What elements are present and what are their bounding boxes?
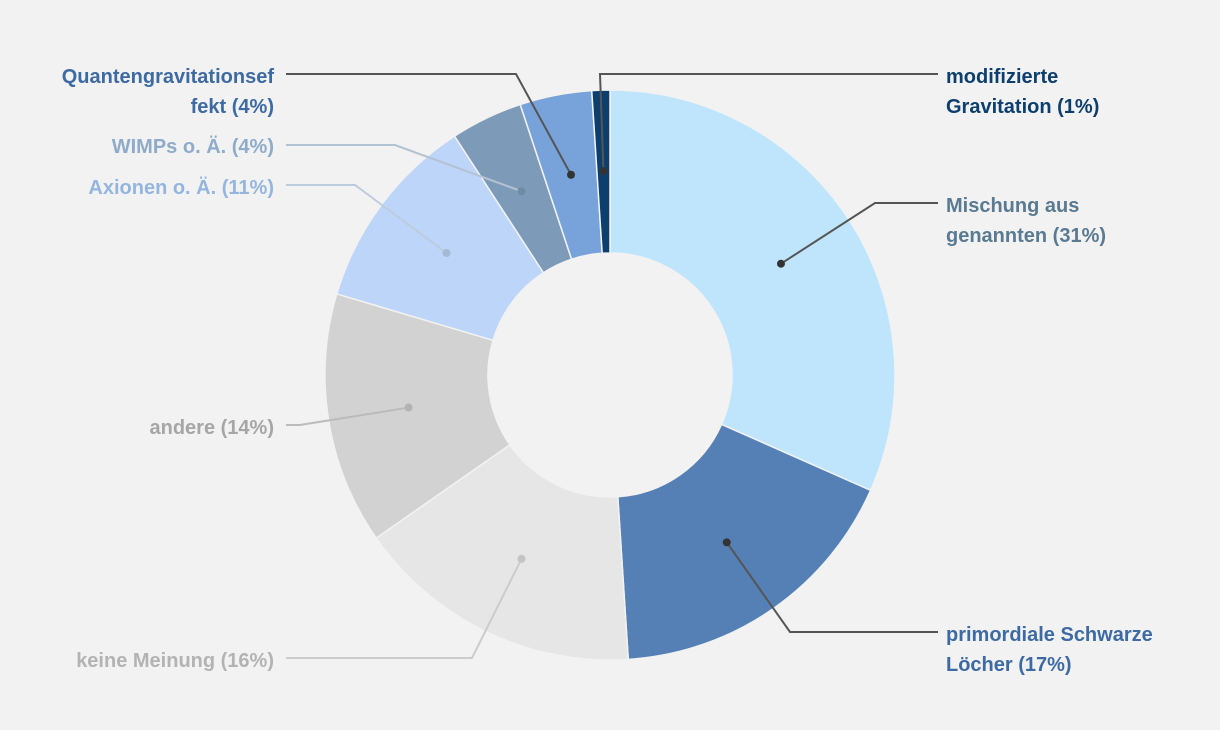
- leader-line-wimps-o-ae: [286, 144, 522, 193]
- slice-labels: Mischung aus genannten (31%) primordiale S…: [62, 66, 1153, 676]
- leader-line-mischung-aus-genannten: [780, 202, 938, 265]
- leader-dot-modifizierte-gravitation: [599, 167, 608, 176]
- slice-mischung-aus-genannten: [609, 89, 896, 492]
- label-modifizierte-gravitation: modifizierte Gravitation (1%): [946, 66, 1099, 118]
- label-quantengravitationseffekt: Quantengravitationsef fekt (4%): [62, 66, 275, 118]
- label-axionen-o-ae: Axionen o. Ä. (11%): [88, 176, 274, 199]
- leader-dot-andere: [404, 403, 413, 412]
- label-mischung-aus-genannten: Mischung aus genannten (31%): [946, 195, 1106, 247]
- leader-line-axionen-o-ae: [286, 184, 448, 254]
- leader-dot-axionen-o-ae: [442, 248, 451, 257]
- slice-axionen-o-ae: [335, 135, 545, 342]
- leader-line-primordiale-schwarze-loecher: [725, 541, 938, 633]
- leader-lines: [286, 73, 938, 659]
- leader-line-quantengravitationseffekt: [286, 73, 572, 176]
- leader-dot-quantengravitationseffekt: [567, 170, 576, 179]
- slice-andere: [324, 292, 511, 540]
- label-keine-meinung: keine Meinung (16%): [76, 650, 274, 672]
- leader-dot-mischung-aus-genannten: [776, 259, 785, 268]
- leader-dot-keine-meinung: [517, 554, 526, 563]
- donut-slices: [324, 89, 896, 661]
- label-wimps-o-ae: WIMPs o. Ä. (4%): [112, 135, 274, 158]
- label-andere: andere (14%): [150, 417, 275, 439]
- leader-line-keine-meinung: [286, 558, 523, 659]
- leader-line-andere: [286, 406, 409, 426]
- slice-primordiale-schwarze-loecher: [617, 423, 872, 661]
- leader-line-modifizierte-gravitation: [598, 73, 938, 172]
- slice-keine-meinung: [375, 443, 630, 661]
- leader-dot-primordiale-schwarze-loecher: [722, 538, 731, 547]
- label-primordiale-schwarze-loecher: primordiale Schwarze Löcher (17%): [946, 624, 1153, 676]
- leader-dot-wimps-o-ae: [517, 187, 526, 196]
